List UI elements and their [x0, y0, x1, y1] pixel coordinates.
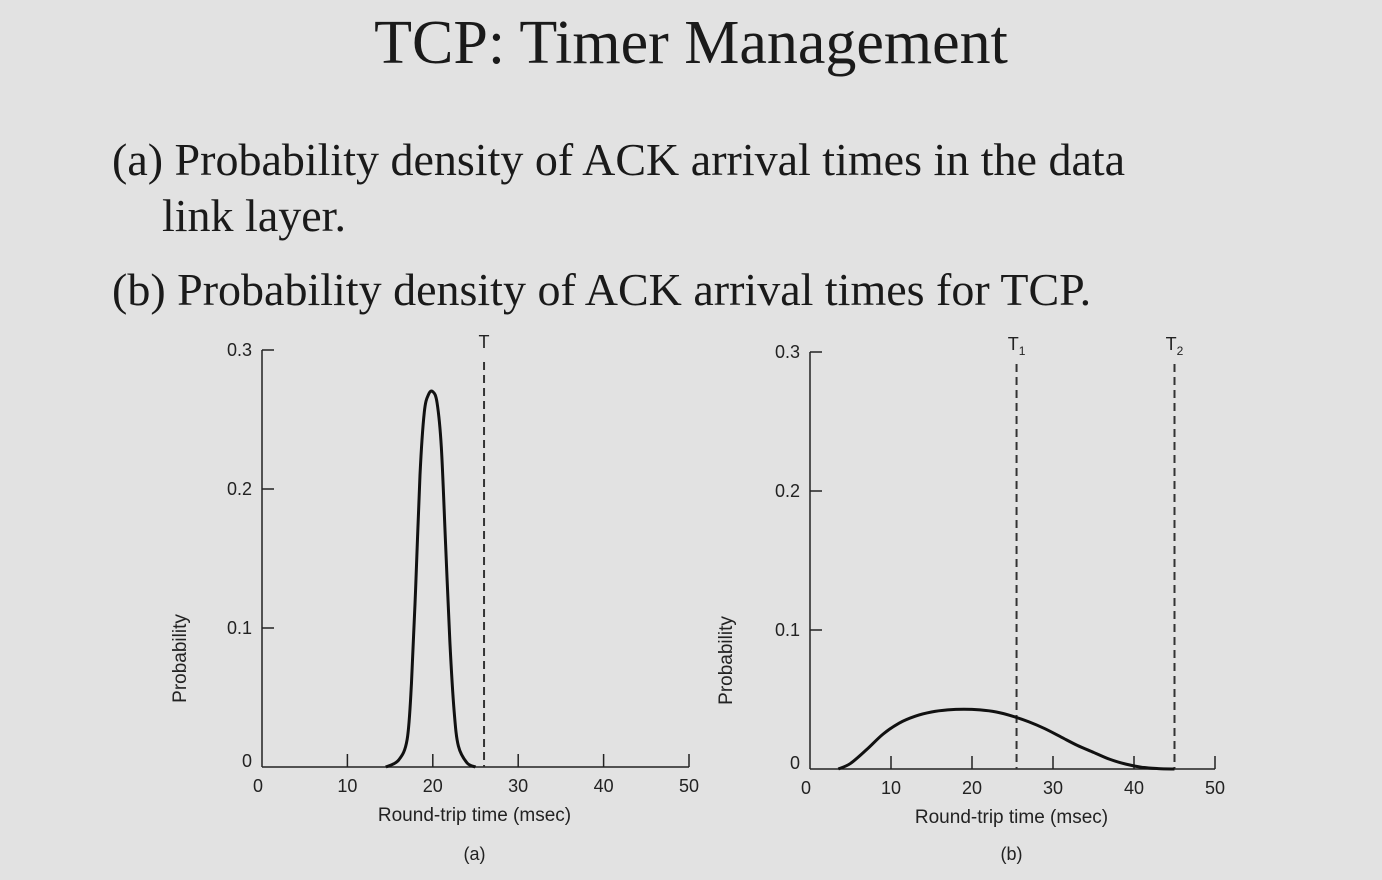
x-tick-label: 40: [1124, 778, 1144, 798]
x-tick-label: 30: [1043, 778, 1063, 798]
y-tick-label: 0.1: [775, 620, 800, 640]
x-axis-label: Round-trip time (msec): [915, 807, 1108, 828]
density-curve: [837, 707, 1175, 771]
x-tick-label: 20: [962, 778, 982, 798]
timer-label: T: [479, 332, 490, 352]
chart-a: 0 0.1 0.2 0.3 0 10 20 30 40 50 Round-trip time (ms…: [170, 332, 699, 864]
x-tick-label: 0: [801, 778, 811, 798]
x-tick-label: 40: [594, 776, 614, 796]
chart-caption: (b): [1001, 844, 1023, 864]
x-axis-label: Round-trip time (msec): [378, 805, 571, 826]
bullet-a-line1: (a) Probability density of ACK arrival t…: [112, 134, 1126, 185]
x-tick-label: 30: [508, 776, 528, 796]
y-tick-label: 0.2: [227, 479, 252, 499]
x-tick-label: 0: [253, 776, 263, 796]
y-tick-label: 0.3: [227, 340, 252, 360]
bullet-a-line2: link layer.: [162, 190, 346, 241]
timer-label: T1: [1008, 334, 1026, 358]
chart-b: 0 0.1 0.2 0.3 0 10 20 30 40 50 Round-trip time (ms…: [716, 334, 1225, 864]
slide-title: TCP: Timer Management: [374, 9, 1008, 77]
x-tick-label: 10: [881, 778, 901, 798]
y-tick-label: 0.2: [775, 481, 800, 501]
x-tick-label: 50: [679, 776, 699, 796]
y-axis-label: Probability: [716, 616, 737, 705]
y-tick-label: 0.1: [227, 618, 252, 638]
y-tick-label: 0: [790, 753, 800, 773]
y-axis-label: Probability: [170, 614, 191, 703]
x-tick-label: 50: [1205, 778, 1225, 798]
y-tick-label: 0.3: [775, 342, 800, 362]
x-tick-label: 10: [337, 776, 357, 796]
chart-caption: (a): [464, 844, 486, 864]
bullet-b: (b) Probability density of ACK arrival t…: [112, 264, 1092, 315]
y-tick-label: 0: [242, 751, 252, 771]
x-tick-label: 20: [423, 776, 443, 796]
timer-label: T2: [1166, 334, 1184, 358]
density-curve: [385, 389, 477, 769]
